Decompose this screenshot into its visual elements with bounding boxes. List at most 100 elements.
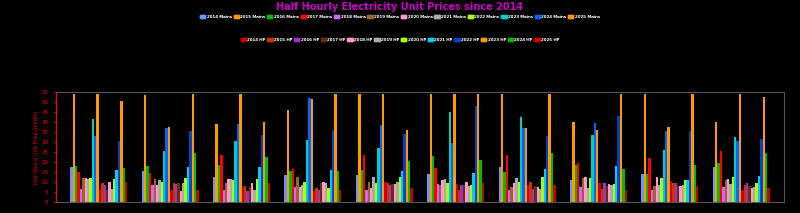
Bar — [741, 190, 743, 202]
Bar — [306, 140, 308, 202]
Bar — [261, 135, 263, 202]
Bar — [520, 117, 522, 202]
Bar — [572, 122, 574, 202]
Bar — [430, 94, 432, 202]
Bar — [584, 177, 586, 202]
Bar — [601, 189, 603, 202]
Bar — [408, 161, 410, 202]
Text: Half Hourly Electricity Unit Prices since 2014: Half Hourly Electricity Unit Prices sinc… — [277, 2, 523, 12]
Bar — [382, 94, 384, 202]
Bar — [674, 183, 677, 202]
Bar — [748, 186, 750, 202]
Bar — [103, 185, 106, 202]
Bar — [513, 183, 515, 202]
Bar — [570, 180, 572, 202]
Bar — [110, 189, 113, 202]
Bar — [396, 181, 398, 202]
Bar — [251, 183, 254, 202]
Bar — [427, 174, 430, 202]
Bar — [679, 186, 682, 202]
Bar — [246, 191, 249, 202]
Bar — [696, 186, 698, 202]
Bar — [166, 128, 168, 202]
Bar — [596, 130, 598, 202]
Bar — [582, 178, 584, 202]
Bar — [377, 148, 379, 202]
Bar — [720, 151, 722, 202]
Bar — [337, 171, 339, 202]
Bar — [325, 183, 327, 202]
Bar — [518, 182, 520, 202]
Bar — [432, 156, 434, 202]
Bar — [667, 127, 670, 202]
Bar — [194, 153, 196, 202]
Bar — [258, 167, 261, 202]
Bar — [594, 123, 596, 202]
Bar — [606, 186, 608, 202]
Bar — [734, 137, 737, 202]
Bar — [406, 130, 408, 202]
Bar — [218, 165, 220, 202]
Bar — [373, 177, 374, 202]
Bar — [589, 178, 591, 202]
Bar — [449, 112, 451, 202]
Bar — [750, 188, 753, 202]
Bar — [318, 190, 320, 202]
Bar — [120, 101, 122, 202]
Bar — [503, 172, 506, 202]
Bar — [534, 186, 537, 202]
Bar — [310, 99, 313, 202]
Bar — [515, 178, 518, 202]
Bar — [122, 168, 125, 202]
Bar — [118, 141, 120, 202]
Bar — [537, 187, 539, 202]
Bar — [718, 163, 720, 202]
Bar — [463, 185, 466, 202]
Bar — [682, 185, 684, 202]
Bar — [173, 183, 175, 202]
Bar — [646, 174, 648, 202]
Bar — [256, 179, 258, 202]
Bar — [686, 180, 689, 202]
Bar — [146, 166, 149, 202]
Bar — [479, 160, 482, 202]
Bar — [142, 171, 144, 202]
Bar — [286, 110, 289, 202]
Bar — [384, 182, 386, 202]
Bar — [439, 185, 442, 202]
Bar — [470, 185, 472, 202]
Bar — [368, 182, 370, 202]
Bar — [85, 178, 87, 202]
Bar — [644, 94, 646, 202]
Bar — [154, 179, 156, 202]
Bar — [532, 189, 534, 202]
Bar — [458, 190, 461, 202]
Bar — [161, 181, 163, 202]
Bar — [294, 187, 296, 202]
Bar — [467, 186, 470, 202]
Bar — [182, 183, 185, 202]
Bar — [694, 165, 696, 202]
Bar — [225, 183, 227, 202]
Bar — [544, 169, 546, 202]
Bar — [73, 94, 75, 202]
Bar — [87, 179, 90, 202]
Bar — [115, 170, 118, 202]
Bar — [618, 116, 620, 202]
Bar — [660, 178, 662, 202]
Bar — [151, 185, 154, 202]
Bar — [374, 183, 377, 202]
Bar — [579, 187, 582, 202]
Bar — [746, 183, 748, 202]
Bar — [187, 167, 190, 202]
Bar — [689, 131, 691, 202]
Bar — [755, 183, 758, 202]
Bar — [178, 183, 180, 202]
Bar — [92, 119, 94, 202]
Bar — [554, 185, 556, 202]
Bar — [762, 97, 765, 202]
Bar — [108, 181, 110, 202]
Bar — [125, 182, 127, 202]
Bar — [332, 130, 334, 202]
Bar — [386, 183, 389, 202]
